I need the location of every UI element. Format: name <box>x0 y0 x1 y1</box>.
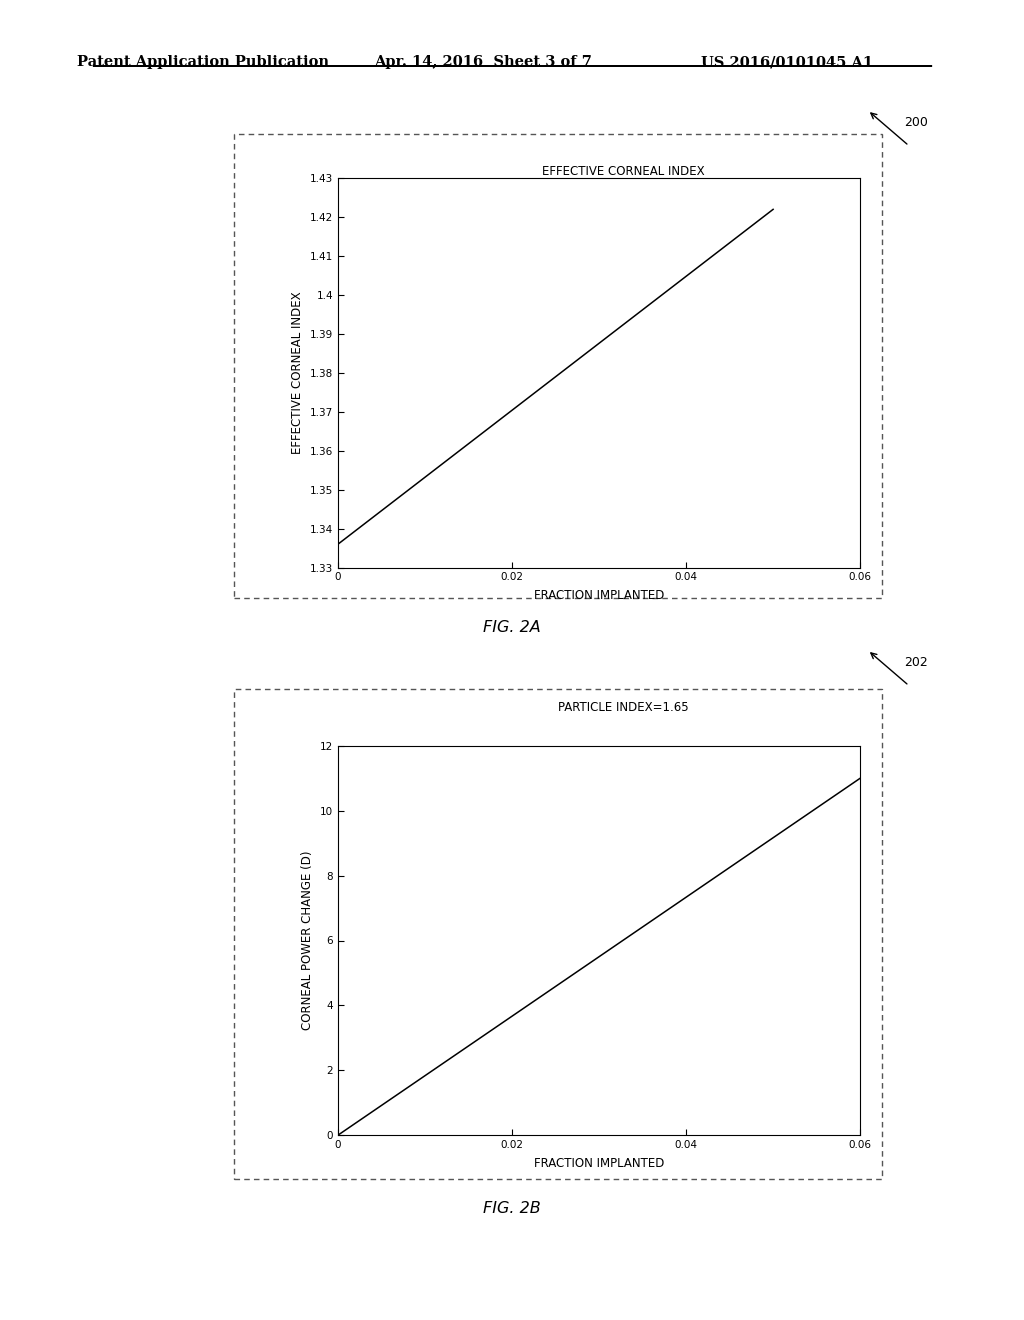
Text: 202: 202 <box>904 656 928 669</box>
Text: 200: 200 <box>904 116 928 129</box>
FancyBboxPatch shape <box>233 135 883 598</box>
FancyBboxPatch shape <box>233 689 883 1179</box>
Y-axis label: CORNEAL POWER CHANGE (D): CORNEAL POWER CHANGE (D) <box>301 851 314 1030</box>
Text: FIG. 2A: FIG. 2A <box>483 620 541 635</box>
X-axis label: FRACTION IMPLANTED: FRACTION IMPLANTED <box>534 590 665 602</box>
Text: PARTICLE INDEX=1.65: PARTICLE INDEX=1.65 <box>558 701 689 714</box>
Text: US 2016/0101045 A1: US 2016/0101045 A1 <box>701 55 873 70</box>
X-axis label: FRACTION IMPLANTED: FRACTION IMPLANTED <box>534 1158 665 1170</box>
Text: Patent Application Publication: Patent Application Publication <box>77 55 329 70</box>
Text: FIG. 2B: FIG. 2B <box>483 1201 541 1216</box>
Y-axis label: EFFECTIVE CORNEAL INDEX: EFFECTIVE CORNEAL INDEX <box>291 292 304 454</box>
Text: Apr. 14, 2016  Sheet 3 of 7: Apr. 14, 2016 Sheet 3 of 7 <box>374 55 592 70</box>
Text: EFFECTIVE CORNEAL INDEX: EFFECTIVE CORNEAL INDEX <box>543 165 705 178</box>
Text: UNIFORM DISTRIBUTION: UNIFORM DISTRIBUTION <box>552 746 695 759</box>
